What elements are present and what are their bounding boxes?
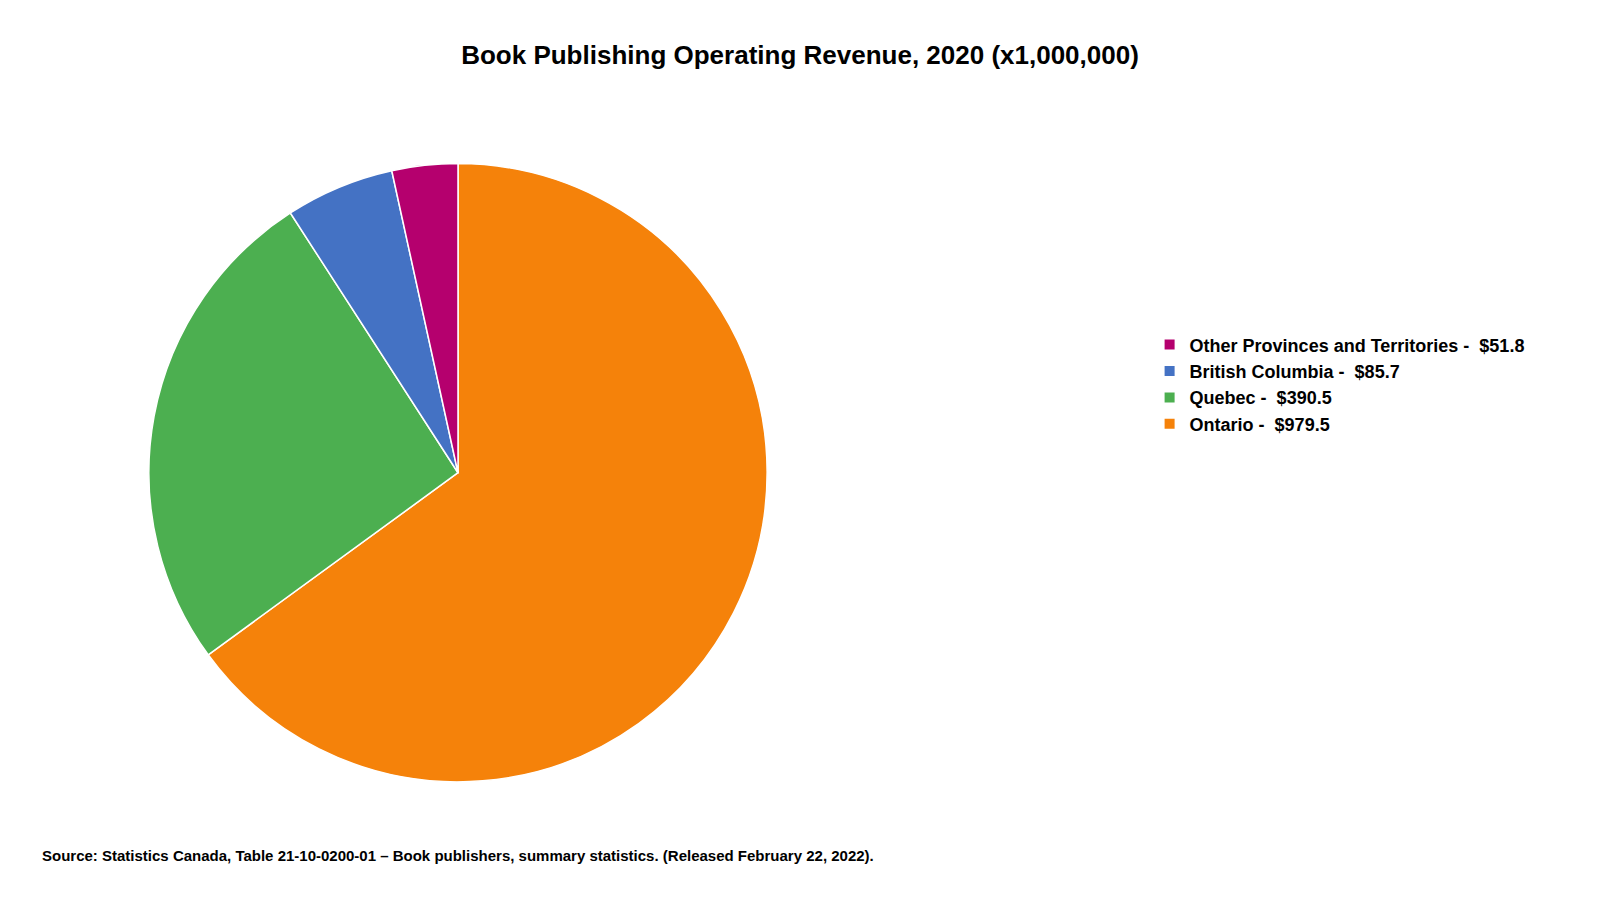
svg-text:Source: Statistics Canada, Tab: Source: Statistics Canada, Table 21-10-0… xyxy=(42,847,874,864)
svg-text:Quebec - $390.5: Quebec - $390.5 xyxy=(1190,388,1332,408)
svg-text:British Columbia - $85.7: British Columbia - $85.7 xyxy=(1190,362,1400,382)
svg-text:Book Publishing Operating Reve: Book Publishing Operating Revenue, 2020 … xyxy=(461,40,1139,70)
svg-text:Ontario - $979.5: Ontario - $979.5 xyxy=(1190,415,1330,435)
svg-text:Other Provinces and Territorie: Other Provinces and Territories - $51.8 xyxy=(1190,336,1525,356)
